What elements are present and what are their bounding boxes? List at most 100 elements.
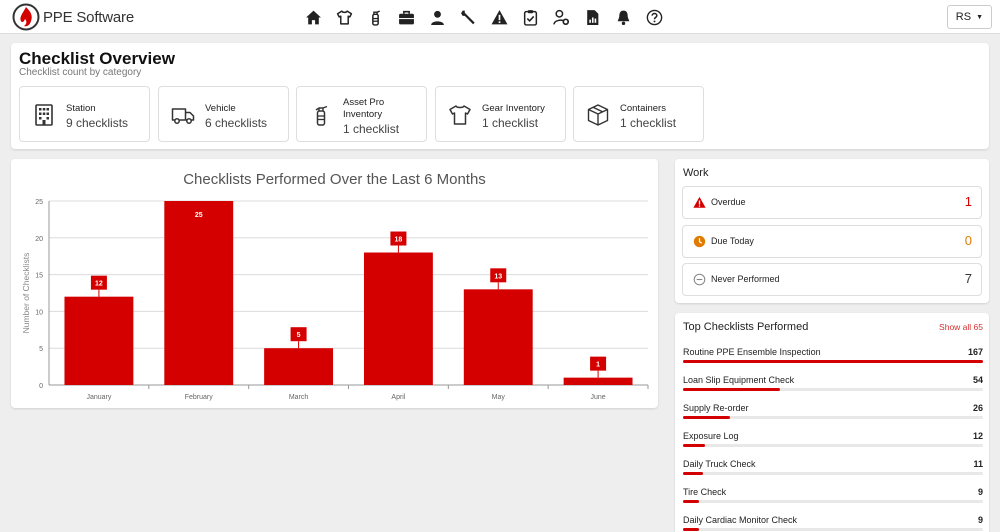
y-tick-label: 15 [35,273,43,280]
brand-logo[interactable]: PPE Software [12,3,134,31]
building-icon [35,104,53,126]
progress-fill [683,444,705,447]
top-checklist-count: 11 [973,459,983,469]
y-tick-label: 0 [39,383,43,390]
top-checklist-item[interactable]: Tire Check 9 [683,487,983,511]
category-card-gear-inventory[interactable]: Gear Inventory 1 checklist [435,86,566,142]
top-navbar: PPE Software RS ▼ [0,0,1000,34]
data-label: 1 [596,362,600,369]
main-nav [298,6,670,28]
brand-name: PPE Software [43,8,134,26]
x-tick-label: April [391,394,405,401]
data-label-box [590,356,607,371]
data-label-box [390,231,407,246]
top-checklist-label: Exposure Log [683,431,739,441]
chart-title: Checklists Performed Over the Last 6 Mon… [183,171,486,188]
top-checklists-card: Top Checklists Performed Show all 65 Rou… [675,313,989,532]
top-checklist-item[interactable]: Exposure Log 12 [683,431,983,455]
progress-track [683,388,983,391]
help-icon[interactable] [639,6,670,28]
work-item-never-performed[interactable]: Never Performed 7 [682,263,982,296]
extinguisher-icon[interactable] [360,6,391,28]
person-icon[interactable] [422,6,453,28]
report-icon[interactable] [577,6,608,28]
x-tick-label: February [185,394,214,401]
data-label: 12 [95,281,103,288]
top-checklist-count: 54 [972,375,983,385]
work-item-count: 7 [964,271,972,286]
top-checklist-count: 167 [967,347,983,357]
chart-bar [164,201,234,385]
top-checklist-count: 12 [972,431,983,441]
y-axis-label: Number of Checklists [21,253,31,334]
top-checklist-item[interactable]: Daily Cardiac Monitor Check 9 [683,515,983,532]
work-item-label: Due Today [711,236,754,246]
truck-icon [171,108,195,124]
top-checklist-label: Daily Cardiac Monitor Check [683,515,798,525]
top-checklist-count: 26 [972,403,983,413]
category-card-vehicle[interactable]: Vehicle 6 checklists [158,86,289,142]
warning-icon[interactable] [484,6,515,28]
progress-track [683,472,983,475]
category-count: 1 checklist [620,116,677,130]
box-icon [587,104,609,126]
data-label: 25 [195,212,203,219]
category-count: 9 checklists [66,116,129,130]
minus-circle-icon [693,273,706,286]
chart-bar [363,252,433,385]
wrench-icon[interactable] [453,6,484,28]
top-checklists-title: Top Checklists Performed [683,321,809,333]
category-name: Asset Pro Inventory [343,97,385,120]
clipboard-check-icon[interactable] [515,6,546,28]
progress-fill [683,388,780,391]
checklist-overview-card: Checklist Overview Checklist count by ca… [11,43,989,149]
category-name: Vehicle [205,103,236,114]
category-card-asset-pro-inventory[interactable]: Asset Pro Inventory 1 checklist [296,86,427,142]
work-item-due-today[interactable]: Due Today 0 [682,225,982,258]
work-item-overdue[interactable]: Overdue 1 [682,186,982,219]
top-checklist-item[interactable]: Routine PPE Ensemble Inspection 167 [683,347,983,371]
briefcase-icon[interactable] [391,6,422,28]
top-checklist-label: Tire Check [683,487,727,497]
show-all-link[interactable]: Show all 65 [939,322,983,332]
progress-fill [683,416,730,419]
work-item-label: Overdue [711,197,746,207]
top-checklist-item[interactable]: Daily Truck Check 11 [683,459,983,483]
progress-fill [683,472,703,475]
top-checklist-label: Routine PPE Ensemble Inspection [683,347,821,357]
category-card-containers[interactable]: Containers 1 checklist [573,86,704,142]
checklists-chart-card: Checklists Performed Over the Last 6 Mon… [11,159,658,408]
category-name: Containers [620,103,666,114]
category-count: 6 checklists [205,116,268,130]
user-gear-icon[interactable] [546,6,577,28]
top-checklist-item[interactable]: Supply Re-order 26 [683,403,983,427]
y-tick-label: 5 [39,346,43,353]
shirt-icon [449,105,471,125]
progress-track [683,444,983,447]
top-checklist-item[interactable]: Loan Slip Equipment Check 54 [683,375,983,399]
y-tick-label: 20 [35,236,43,243]
data-label-box [290,327,307,342]
x-tick-label: May [492,394,506,401]
shirt-icon[interactable] [329,6,360,28]
bell-icon[interactable] [608,6,639,28]
top-checklist-label: Supply Re-order [683,403,749,413]
top-checklist-label: Daily Truck Check [683,459,756,469]
y-tick-label: 25 [35,199,43,206]
category-name: Gear Inventory [482,103,545,114]
user-menu-button[interactable]: RS ▼ [946,5,992,29]
work-item-count: 0 [964,233,972,248]
user-initials: RS [955,11,972,23]
warning-icon [693,196,706,208]
chart-bar [463,289,533,385]
home-icon[interactable] [298,6,329,28]
x-tick-label: March [289,394,309,401]
progress-track [683,416,983,419]
data-label-box [90,275,107,290]
progress-fill [683,528,700,531]
category-card-station[interactable]: Station 9 checklists [19,86,150,142]
caret-down-icon: ▼ [976,13,983,21]
data-label: 13 [494,273,502,280]
progress-fill [683,500,700,503]
